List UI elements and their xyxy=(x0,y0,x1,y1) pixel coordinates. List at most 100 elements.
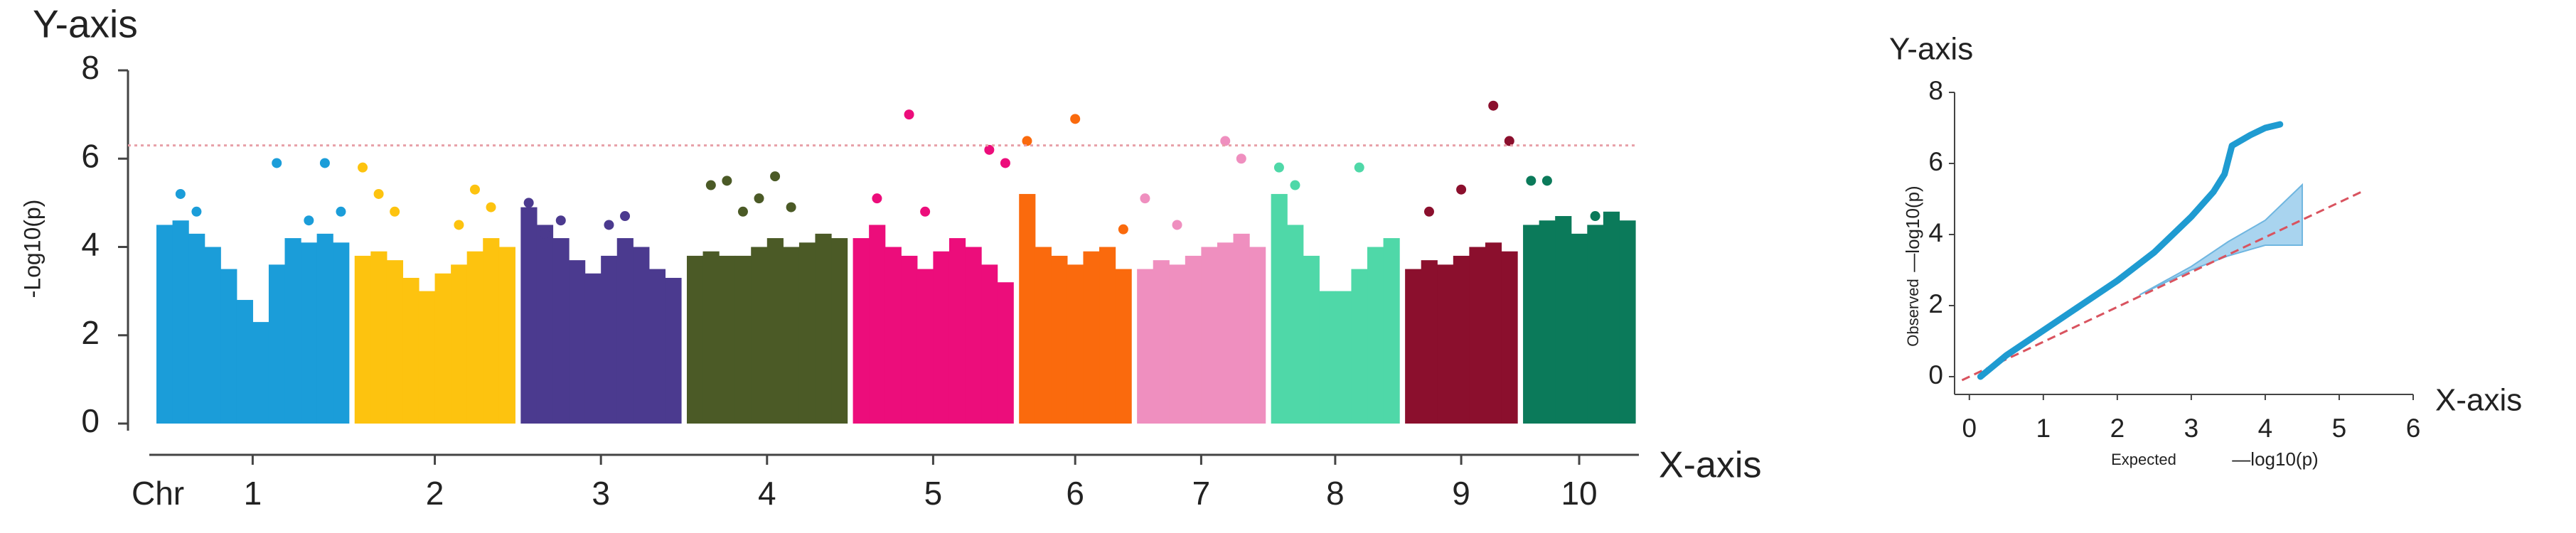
peak-point xyxy=(754,193,764,204)
chromosome-band xyxy=(798,242,816,424)
peak-point xyxy=(1070,114,1081,124)
chromosome-band xyxy=(354,255,371,424)
chromosome-band xyxy=(466,251,483,424)
chromosome-band xyxy=(853,238,870,424)
peak-point xyxy=(336,206,346,217)
chromosome-band xyxy=(1233,233,1250,424)
chromosome-band xyxy=(333,242,350,424)
chromosome-band xyxy=(1319,291,1336,424)
peak-point xyxy=(786,202,796,212)
chromosome-band xyxy=(1351,269,1368,424)
chromosome-band xyxy=(386,260,404,424)
x-tick-label: 1 xyxy=(244,475,262,512)
chromosome-band xyxy=(252,322,269,424)
chromosome-band xyxy=(869,225,886,424)
chromosome-band xyxy=(1083,251,1100,424)
chromosome-band xyxy=(316,233,333,424)
chromosome-band xyxy=(648,269,666,424)
y-tick-label: 6 xyxy=(81,137,100,174)
peak-point xyxy=(1000,158,1010,168)
x-tick-label: 10 xyxy=(1561,475,1597,512)
chromosome-band xyxy=(1067,264,1084,424)
peak-point xyxy=(540,228,550,239)
chromosome-band xyxy=(1115,269,1132,424)
peak-point xyxy=(722,176,732,186)
peak-point xyxy=(175,188,186,199)
peak-point xyxy=(1488,100,1499,111)
peak-point xyxy=(1541,176,1552,186)
chromosome-band xyxy=(1019,193,1036,424)
peak-point xyxy=(358,162,368,173)
x-axis-label: X-axis xyxy=(2435,383,2522,418)
chromosome-band xyxy=(1169,264,1186,424)
peak-point xyxy=(1456,184,1467,195)
x-tick-label: 3 xyxy=(592,475,610,512)
chromosome-band xyxy=(948,238,966,424)
peak-point xyxy=(604,220,614,230)
chromosome-band xyxy=(1501,251,1518,424)
chromosome-band xyxy=(370,251,388,424)
chromosome-band xyxy=(1335,291,1352,424)
chromosome-band xyxy=(1469,247,1486,424)
peak-point xyxy=(770,171,781,182)
peak-point xyxy=(1504,136,1514,146)
x-tick-label: 7 xyxy=(1192,475,1211,512)
chromosome-band xyxy=(1099,247,1116,424)
chromosome-band xyxy=(552,238,570,424)
chromosome-band xyxy=(1523,225,1540,424)
peak-point xyxy=(1423,206,1434,217)
chromosome-band xyxy=(220,269,237,424)
x-tick-label: 5 xyxy=(924,475,943,512)
chromosome-band xyxy=(1185,255,1202,424)
chromosome-band xyxy=(719,255,736,424)
chromosome-band xyxy=(536,225,554,424)
peak-point xyxy=(373,188,384,199)
peak-point xyxy=(304,215,314,226)
y-tick-label: 8 xyxy=(1928,76,1943,105)
chromosome-band xyxy=(1137,269,1154,424)
chromosome-band xyxy=(268,264,286,424)
x-tick-label: 2 xyxy=(2110,414,2125,443)
peak-point xyxy=(1526,176,1536,186)
chromosome-band xyxy=(815,233,832,424)
y-axis-label: Observed xyxy=(1904,279,1922,346)
peak-point xyxy=(555,215,566,226)
peak-point xyxy=(705,180,716,190)
peak-point xyxy=(1118,224,1128,235)
y-axis-label: —log10(p) xyxy=(1902,185,1923,271)
peak-point xyxy=(1354,162,1364,173)
chromosome-band xyxy=(301,242,318,424)
chromosome-band xyxy=(451,264,468,424)
x-tick-label: 0 xyxy=(1962,414,1977,443)
chromosome-band xyxy=(402,277,419,424)
chromosome-band xyxy=(584,273,602,424)
chromosome-band xyxy=(498,247,515,424)
y-tick-label: 2 xyxy=(1928,289,1943,318)
chart-title: Y-axis xyxy=(33,2,138,46)
chromosome-band xyxy=(901,255,918,424)
observed-line xyxy=(1977,121,2284,380)
chromosome-band xyxy=(1153,260,1170,424)
x-tick-label: 8 xyxy=(1326,475,1345,512)
peak-point xyxy=(620,211,631,222)
chromosome-band xyxy=(702,251,720,424)
y-tick-label: 2 xyxy=(81,314,100,351)
chromosome-band xyxy=(1367,247,1384,424)
chromosome-band xyxy=(172,220,189,424)
chromosome-band xyxy=(284,238,301,424)
peak-point xyxy=(872,193,882,204)
chromosome-band xyxy=(1437,264,1454,424)
chromosome-band xyxy=(1539,220,1556,424)
peak-point xyxy=(454,220,464,230)
chromosome-band xyxy=(616,238,634,424)
x-axis-label: —log10(p) xyxy=(2232,448,2318,470)
peak-point xyxy=(469,184,480,195)
peak-point xyxy=(984,144,995,155)
chromosome-band xyxy=(933,251,950,424)
peak-point xyxy=(272,158,282,168)
chromosome-band xyxy=(188,233,205,424)
chromosome-band xyxy=(434,273,451,424)
chromosome-band xyxy=(1453,255,1470,424)
chromosome-band xyxy=(1271,193,1288,424)
y-tick-label: 6 xyxy=(1928,147,1943,176)
